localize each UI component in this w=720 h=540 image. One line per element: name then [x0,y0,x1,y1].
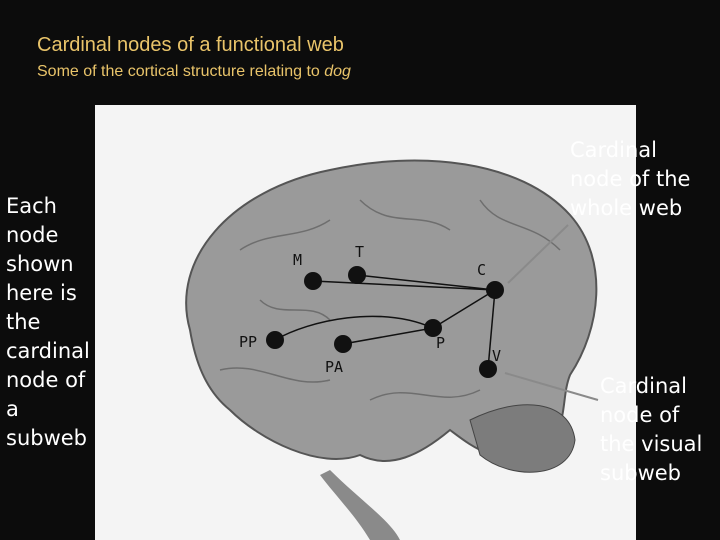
node [266,331,284,349]
node-label: P [436,334,445,352]
callout: Cardinal node of the visual subweb [600,374,703,485]
slide-subtitle: Some of the cortical structure relating … [37,63,351,81]
node [348,266,366,284]
node-label: PA [325,358,343,376]
node [424,319,442,337]
node-label: M [293,251,302,269]
node [486,281,504,299]
brain-shape [185,159,598,462]
node-label: PP [239,333,257,351]
callout-line [504,372,599,401]
sulci [219,199,561,401]
callout: Cardinal node of the whole web [570,138,691,220]
node [479,360,497,378]
nodes [266,266,504,378]
node-label: V [492,347,501,365]
node [304,272,322,290]
subtitle-emphasis: dog [324,63,351,80]
node [334,335,352,353]
left-note: Each node shown here is the cardinal nod… [6,194,90,450]
node-label: T [355,243,364,261]
slide-title: Cardinal nodes of a functional web [37,34,344,56]
cerebellum [469,404,576,473]
subtitle-text: Some of the cortical structure relating … [37,63,320,80]
node-label: C [477,261,486,279]
brainstem [320,470,400,540]
connections [274,274,496,370]
callout-line [507,224,569,284]
